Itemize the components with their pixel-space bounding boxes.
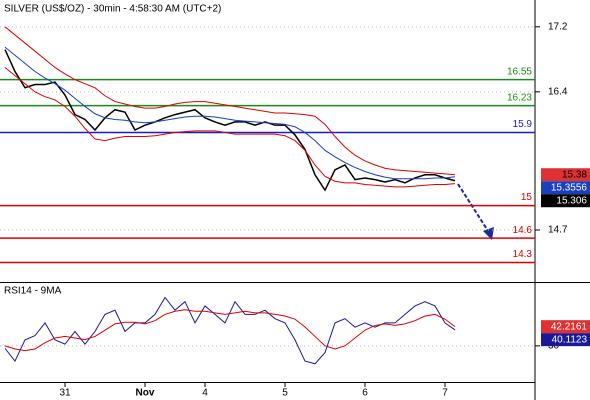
x-tick-label: 31: [59, 388, 71, 399]
series-line: [4, 46, 456, 180]
y-tick-label: 16.4: [548, 86, 568, 97]
value-box: [541, 320, 590, 334]
x-tick-label: 7: [442, 388, 448, 399]
value-box: [541, 194, 590, 208]
level-label: 16.23: [507, 92, 532, 103]
chart-title: SILVER (US$/OZ) - 30min - 4:58:30 AM (UT…: [4, 4, 221, 15]
value-label: 15.306: [556, 195, 587, 206]
value-label: 42.2161: [551, 321, 588, 332]
value-box: [541, 181, 590, 195]
series-line: [4, 67, 456, 188]
x-tick-label: 6: [362, 388, 368, 399]
x-tick-label: Nov: [136, 388, 155, 399]
x-tick-label: 5: [282, 388, 288, 399]
level-label: 14.6: [513, 225, 533, 236]
series-line: [4, 49, 456, 192]
level-label: 15.9: [513, 119, 533, 130]
arrow-head: [483, 227, 494, 240]
value-box: [541, 168, 590, 182]
x-tick-label: 4: [202, 388, 208, 399]
value-label: 40.1123: [552, 334, 588, 345]
y-tick-label: 17.2: [548, 21, 568, 32]
series-line: [4, 309, 456, 352]
value-label: 15.3556: [551, 182, 588, 193]
forecast-arrow: [457, 183, 491, 235]
value-box: [541, 333, 590, 347]
value-label: 15.38: [562, 169, 587, 180]
series-line: [4, 26, 456, 176]
level-label: 15: [521, 192, 533, 203]
rsi-title: RSI14 - 9MA: [4, 286, 62, 297]
level-label: 16.55: [507, 66, 532, 77]
level-label: 14.3: [513, 249, 533, 260]
y-tick-label: 14.7: [548, 225, 568, 236]
